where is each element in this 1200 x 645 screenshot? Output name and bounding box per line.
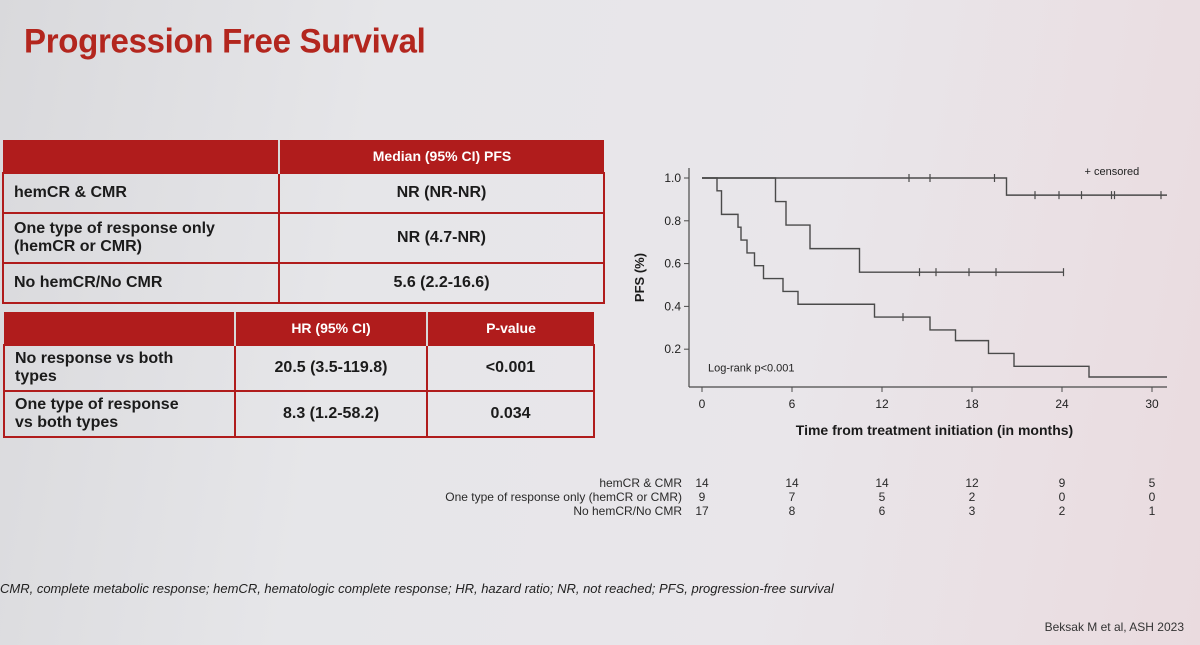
table-header-cell: Median (95% CI) PFS xyxy=(278,140,604,173)
row-label: No hemCR/No CMR xyxy=(2,262,280,304)
table-header-cell: HR (95% CI) xyxy=(234,312,427,345)
row-label: No response vs both types xyxy=(3,344,236,392)
table-header-row: HR (95% CI) P-value xyxy=(4,312,594,345)
row-label-line: No response vs both xyxy=(15,350,174,367)
x-tick-label: 12 xyxy=(875,397,889,411)
risk-count: 14 xyxy=(875,476,889,490)
km-curve-1 xyxy=(702,177,1167,196)
table-row: No hemCR/No CMR 5.6 (2.2-16.6) xyxy=(2,262,605,304)
risk-count: 2 xyxy=(968,490,976,504)
table-row: No response vs both types 20.5 (3.5-119.8… xyxy=(3,344,595,392)
row-value: NR (4.7-NR) xyxy=(278,212,605,264)
citation: Beksak M et al, ASH 2023 xyxy=(1044,620,1184,634)
row-label-line: One type of response xyxy=(15,396,179,413)
risk-count: 17 xyxy=(695,504,709,518)
row-label-line: One type of response only xyxy=(14,220,215,237)
row-label-line: (hemCR or CMR) xyxy=(14,238,142,255)
risk-count: 2 xyxy=(1058,504,1066,518)
risk-count: 8 xyxy=(788,504,796,518)
hr-value: 20.5 (3.5-119.8) xyxy=(234,344,428,392)
row-value: 5.6 (2.2-16.6) xyxy=(278,262,605,304)
row-label-line: types xyxy=(15,368,57,385)
risk-count: 1 xyxy=(1148,504,1156,518)
x-tick-label: 6 xyxy=(789,397,796,411)
risk-count: 9 xyxy=(1058,476,1066,490)
p-value: 0.034 xyxy=(426,390,595,438)
risk-row-label: hemCR & CMR xyxy=(599,476,682,490)
y-tick-label: 0.6 xyxy=(664,257,681,271)
hazard-ratio-table: HR (95% CI) P-value No response vs both t… xyxy=(3,312,595,438)
risk-count: 0 xyxy=(1058,490,1066,504)
table-row: One type of response vs both types 8.3 (1… xyxy=(3,390,595,438)
table-row: hemCR & CMR NR (NR-NR) xyxy=(2,172,605,214)
risk-count: 0 xyxy=(1148,490,1156,504)
risk-count: 6 xyxy=(878,504,886,518)
slide-title: Progression Free Survival xyxy=(24,21,426,60)
median-pfs-table: Median (95% CI) PFS hemCR & CMR NR (NR-N… xyxy=(2,140,605,304)
table-header-row: Median (95% CI) PFS xyxy=(3,140,604,173)
hr-value: 8.3 (1.2-58.2) xyxy=(234,390,428,438)
p-value: <0.001 xyxy=(426,344,595,392)
table-header-cell xyxy=(3,140,279,173)
footnote: CMR, complete metabolic response; hemCR,… xyxy=(0,581,834,596)
y-tick-label: 0.8 xyxy=(664,214,681,228)
risk-count: 7 xyxy=(788,490,796,504)
risk-row-label: One type of response only (hemCR or CMR) xyxy=(445,490,682,504)
risk-count: 5 xyxy=(878,490,886,504)
x-tick-label: 30 xyxy=(1145,397,1159,411)
row-label: One type of response vs both types xyxy=(3,390,236,438)
row-value: NR (NR-NR) xyxy=(278,172,605,214)
table-header-cell: P-value xyxy=(426,312,594,345)
table-row: One type of response only (hemCR or CMR) … xyxy=(2,212,605,264)
y-tick-label: 1.0 xyxy=(664,171,681,185)
x-axis-label: Time from treatment initiation (in month… xyxy=(796,422,1073,438)
row-label: hemCR & CMR xyxy=(2,172,280,214)
risk-count: 14 xyxy=(695,476,709,490)
log-rank-annotation: Log-rank p<0.001 xyxy=(708,362,795,374)
x-tick-label: 24 xyxy=(1055,397,1069,411)
x-tick-label: 0 xyxy=(699,397,706,411)
x-tick-label: 18 xyxy=(965,397,979,411)
risk-count: 9 xyxy=(698,490,706,504)
row-label-line: vs both types xyxy=(15,414,119,431)
number-at-risk-table: hemCR & CMR 14 14 14 12 9 5 One type of respons… xyxy=(0,476,1200,536)
risk-row-label: No hemCR/No CMR xyxy=(573,504,682,518)
km-curve-2 xyxy=(702,177,1064,273)
km-chart: 0.2 0.4 0.6 0.8 1.0 0 6 12 18 24 30 Time from treat… xyxy=(632,166,1167,438)
y-axis-label: PFS (%) xyxy=(632,253,647,302)
censored-legend: + censored xyxy=(1085,166,1140,178)
km-curve-3 xyxy=(702,177,1167,378)
row-label: One type of response only (hemCR or CMR) xyxy=(2,212,280,264)
table-header-cell xyxy=(4,312,235,345)
risk-count: 3 xyxy=(968,504,976,518)
risk-count: 12 xyxy=(965,476,979,490)
risk-count: 14 xyxy=(785,476,799,490)
y-tick-label: 0.2 xyxy=(664,342,681,356)
risk-count: 5 xyxy=(1148,476,1156,490)
y-tick-label: 0.4 xyxy=(664,299,681,313)
